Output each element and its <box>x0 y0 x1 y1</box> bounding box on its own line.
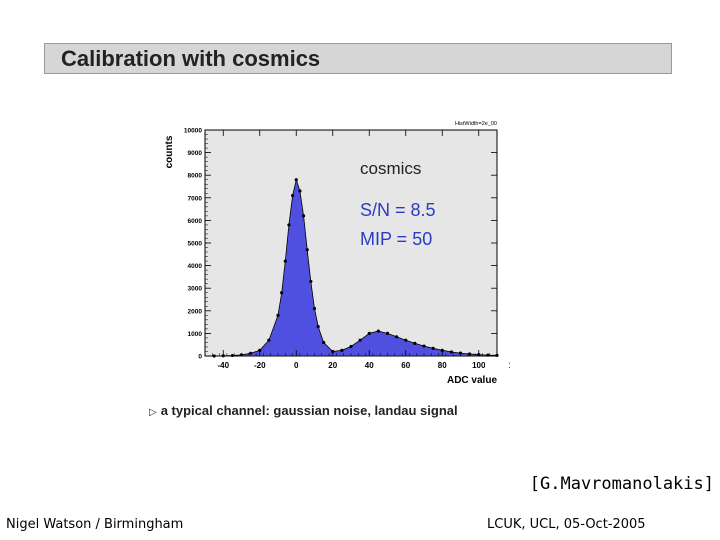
data-point <box>449 350 453 354</box>
data-point <box>367 331 371 335</box>
x-tick-label: -40 <box>217 361 229 370</box>
x-tick-label: 20 <box>328 361 337 370</box>
y-tick-label: 4000 <box>188 263 203 270</box>
y-axis-label: counts <box>164 135 175 168</box>
data-point <box>305 248 309 252</box>
y-tick-label: 6000 <box>188 218 203 225</box>
slide-title: Calibration with cosmics <box>61 46 321 71</box>
data-point <box>298 189 302 193</box>
y-tick-label: 10000 <box>184 128 202 135</box>
y-tick-label: 0 <box>198 354 202 361</box>
footer-author: Nigel Watson / Birmingham <box>6 517 184 532</box>
data-point <box>230 353 234 358</box>
data-point <box>283 259 287 263</box>
x-tick-label: 0 <box>294 361 299 370</box>
data-point <box>309 279 313 284</box>
data-point <box>404 338 408 342</box>
title-bar: Calibration with cosmics <box>44 43 672 74</box>
data-point <box>431 346 435 350</box>
data-point <box>291 193 295 198</box>
footer-event: LCUK, UCL, 05-Oct-2005 <box>487 517 646 532</box>
data-point <box>212 354 216 358</box>
histogram-chart: 0100020003000400050006000700080009000100… <box>164 121 510 386</box>
data-point <box>422 344 426 348</box>
data-point <box>486 353 490 357</box>
data-point <box>468 352 472 356</box>
x-tick-label: 80 <box>438 361 447 370</box>
data-point <box>301 214 306 218</box>
y-tick-label: 2000 <box>188 308 203 315</box>
annotation-cosmics: cosmics <box>360 159 421 178</box>
plot-area <box>204 129 498 357</box>
citation: [G.Mavromanolakis] <box>529 474 714 494</box>
bullet-text: a typical channel: gaussian noise, landa… <box>160 403 458 418</box>
data-point <box>287 223 291 227</box>
data-point <box>358 338 362 342</box>
data-point <box>413 341 417 345</box>
y-tick-label: 1000 <box>188 331 203 338</box>
y-tick-label: 9000 <box>188 150 203 157</box>
data-point <box>376 329 380 333</box>
x-axis-label: ADC value <box>447 375 497 386</box>
x-tick-label: -20 <box>254 361 266 370</box>
y-tick-label: 3000 <box>188 286 203 293</box>
data-point <box>267 338 271 342</box>
y-tick-label: 7000 <box>188 195 203 202</box>
corner-label: HistWidth=2e_00 <box>455 121 497 127</box>
data-point <box>312 306 317 311</box>
bullet-marker-icon: ▷ <box>149 407 157 418</box>
data-point <box>340 348 344 352</box>
data-point <box>316 325 320 329</box>
data-point <box>294 178 298 182</box>
annotation-mip: MIP = 50 <box>360 229 432 249</box>
bullet-point: ▷ a typical channel: gaussian noise, land… <box>149 403 458 418</box>
y-tick-label: 8000 <box>188 173 203 180</box>
data-point <box>385 331 390 335</box>
data-point <box>276 313 280 317</box>
data-point <box>349 344 353 349</box>
annotation-sn: S/N = 8.5 <box>360 200 436 220</box>
x-tick-label: 100 <box>472 361 486 370</box>
data-point <box>280 291 284 295</box>
x-tick-label: 120 <box>509 361 510 370</box>
x-tick-label: 40 <box>365 361 374 370</box>
y-tick-label: 5000 <box>188 241 203 248</box>
data-point <box>249 351 253 355</box>
x-tick-label: 60 <box>401 361 410 370</box>
data-point <box>395 335 399 339</box>
data-point <box>322 340 326 345</box>
